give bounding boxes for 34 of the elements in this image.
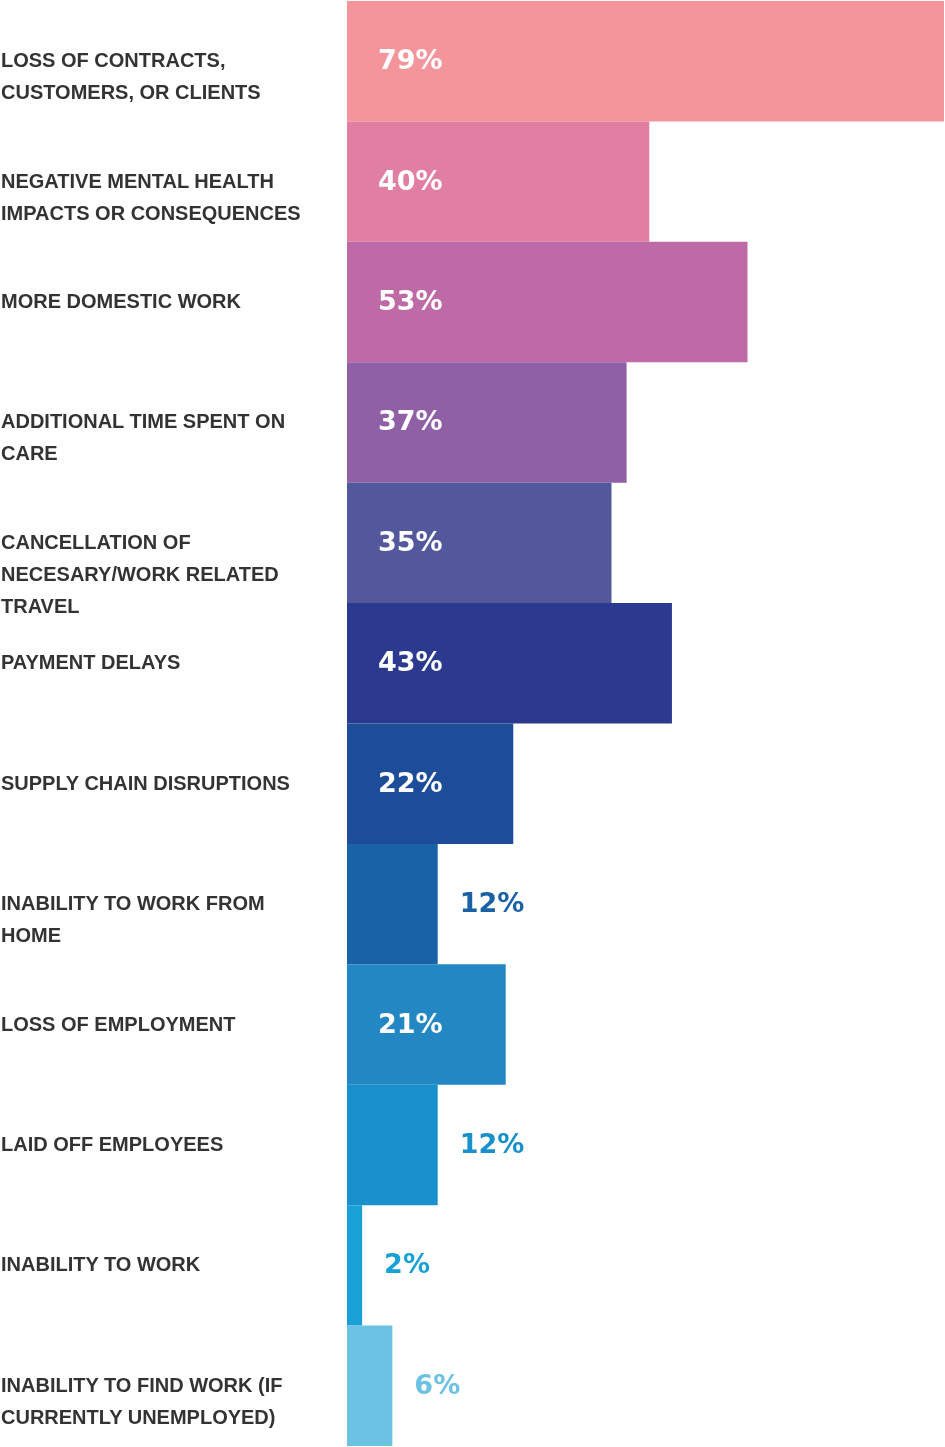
bar — [347, 482, 612, 604]
y-tick-label: LOSS OF CONTRACTS, CUSTOMERS, OR CLIENTS — [1, 49, 261, 104]
data-label: 21% — [378, 1007, 443, 1039]
data-label: 12% — [459, 887, 525, 919]
bar — [347, 241, 748, 363]
y-tick-label: INABILITY TO WORK FROM HOME — [1, 892, 265, 947]
data-label: 6% — [414, 1368, 461, 1400]
y-tick-label: LAID OFF EMPLOYEES — [1, 1132, 224, 1155]
bar — [347, 603, 672, 724]
data-label: 2% — [384, 1248, 430, 1280]
bar — [347, 843, 438, 965]
data-label: 12% — [459, 1127, 525, 1159]
y-tick-label: NEGATIVE MENTAL HEALTH IMPACTS OR CONSEQUENCES — [1, 169, 301, 224]
data-label: 53% — [378, 285, 443, 317]
bar — [347, 362, 627, 483]
bar — [347, 723, 514, 844]
y-tick-label: INABILITY TO WORK — [1, 1253, 201, 1276]
bar — [347, 1, 944, 122]
data-label: 37% — [378, 405, 443, 437]
data-label: 35% — [378, 525, 443, 557]
y-tick-label: CANCELLATION OF NECESARY/WORK RELATED TRAVEL — [1, 530, 279, 617]
y-tick-label: LOSS OF EMPLOYMENT — [1, 1012, 236, 1035]
y-tick-label: PAYMENT DELAYS — [1, 651, 181, 674]
y-tick-label: MORE DOMESTIC WORK — [1, 290, 242, 313]
bar — [347, 1205, 363, 1326]
y-tick-label: ADDITIONAL TIME SPENT ON CARE — [1, 410, 286, 465]
data-label: 40% — [378, 164, 443, 196]
y-tick-label: SUPPLY CHAIN DISRUPTIONS — [1, 771, 290, 794]
bar — [347, 1325, 393, 1446]
data-label: 79% — [378, 44, 443, 76]
y-tick-label: INABILITY TO FIND WORK (IF CURRENTLY UNEMPLOYED) — [1, 1373, 283, 1428]
data-label: 22% — [378, 766, 443, 798]
bar — [347, 121, 650, 242]
data-label: 43% — [378, 646, 443, 678]
